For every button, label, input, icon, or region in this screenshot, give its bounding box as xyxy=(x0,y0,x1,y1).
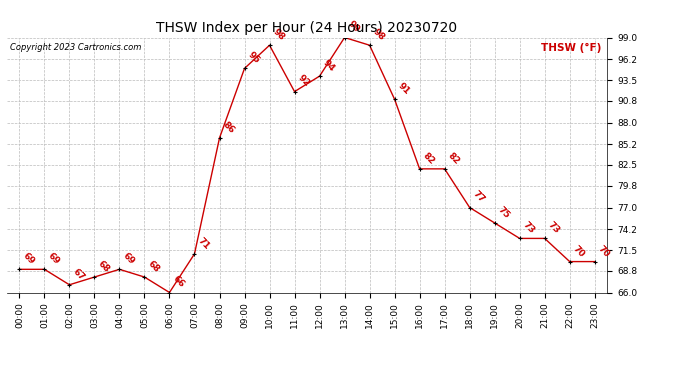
Text: 99: 99 xyxy=(346,20,362,35)
Text: 98: 98 xyxy=(371,27,386,42)
Text: 69: 69 xyxy=(46,251,61,267)
Text: 86: 86 xyxy=(221,120,236,135)
Text: 91: 91 xyxy=(396,81,411,96)
Text: 70: 70 xyxy=(571,244,586,259)
Text: 68: 68 xyxy=(146,259,161,274)
Text: 95: 95 xyxy=(246,50,262,66)
Text: 67: 67 xyxy=(71,267,86,282)
Text: 75: 75 xyxy=(496,205,511,220)
Text: 71: 71 xyxy=(196,236,211,251)
Text: 70: 70 xyxy=(596,244,611,259)
Title: THSW Index per Hour (24 Hours) 20230720: THSW Index per Hour (24 Hours) 20230720 xyxy=(157,21,457,35)
Text: 66: 66 xyxy=(171,274,186,290)
Text: 73: 73 xyxy=(521,220,536,236)
Text: 77: 77 xyxy=(471,189,486,205)
Text: 82: 82 xyxy=(446,151,461,166)
Text: THSW (°F): THSW (°F) xyxy=(541,43,601,52)
Text: Copyright 2023 Cartronics.com: Copyright 2023 Cartronics.com xyxy=(10,43,141,52)
Text: 69: 69 xyxy=(121,251,136,267)
Text: 98: 98 xyxy=(271,27,286,42)
Text: 94: 94 xyxy=(321,58,336,74)
Text: 68: 68 xyxy=(96,259,111,274)
Text: 82: 82 xyxy=(421,151,436,166)
Text: 92: 92 xyxy=(296,74,311,89)
Text: 69: 69 xyxy=(21,251,36,267)
Text: 73: 73 xyxy=(546,220,562,236)
